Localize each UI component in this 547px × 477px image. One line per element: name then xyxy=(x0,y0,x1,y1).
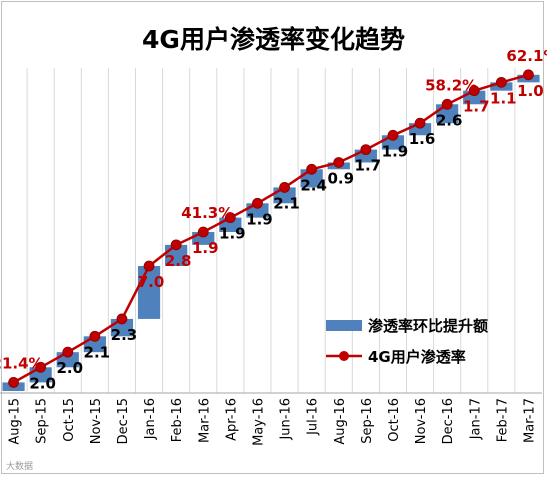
line-point xyxy=(8,377,19,388)
penetration-line xyxy=(12,73,529,384)
legend-line-label: 4G用户渗透率 xyxy=(368,348,466,366)
x-tick-label: Dec-16 xyxy=(441,398,456,444)
chart-title: 4G用户渗透率变化趋势 xyxy=(142,25,405,54)
bar-value-label: 2.4 xyxy=(300,176,327,194)
x-tick-label: Oct-16 xyxy=(387,398,402,442)
x-tick-label: Feb-17 xyxy=(495,398,510,442)
line-point xyxy=(306,163,318,175)
line-point xyxy=(224,212,236,224)
bar-value-label: 1.9 xyxy=(246,210,273,228)
line-point xyxy=(468,85,480,97)
line-annotation: 41.3% xyxy=(181,204,233,222)
x-tick-label: Oct-15 xyxy=(62,398,77,442)
line-point xyxy=(170,239,182,251)
line-point xyxy=(333,157,345,168)
x-tick-label: Apr-16 xyxy=(224,398,239,441)
x-tick-label: Mar-17 xyxy=(522,398,537,443)
bar-value-label: 0.9 xyxy=(327,169,354,187)
bar-value-label: 2.3 xyxy=(111,326,138,344)
line-point xyxy=(89,330,101,342)
bar-value-label: 1.9 xyxy=(192,239,219,257)
x-tick-label: Aug-15 xyxy=(8,398,23,445)
bar-value-label: 2.1 xyxy=(84,343,111,361)
bar-value-label: 2.6 xyxy=(436,111,463,129)
line-point xyxy=(414,117,426,129)
line-point xyxy=(387,129,399,141)
bar-value-label: 1.7 xyxy=(463,98,490,116)
x-tick-label: Nov-16 xyxy=(414,398,429,444)
legend-bar-label: 渗透率环比提升额 xyxy=(368,317,488,335)
bar-value-label: 2.0 xyxy=(56,359,83,377)
bar-value-label: 1.9 xyxy=(219,225,246,243)
line-point xyxy=(35,361,47,373)
line-point xyxy=(441,98,453,110)
line-point xyxy=(360,144,372,156)
line-annotation: 62.1% xyxy=(506,47,547,65)
x-tick-label: Jan-17 xyxy=(468,398,483,440)
x-tick-label: Sep-16 xyxy=(360,398,375,444)
bar-value-label: 1.9 xyxy=(382,142,409,160)
bar-value-label: 1.0 xyxy=(517,82,544,100)
watermark-text: 大数据 xyxy=(6,462,34,472)
x-tick-label: Jun-16 xyxy=(279,398,294,441)
line-annotation: 58.2% xyxy=(425,76,477,94)
bar-value-label: 1.7 xyxy=(355,157,382,175)
x-tick-label: Sep-15 xyxy=(35,398,50,444)
line-point xyxy=(252,197,263,209)
legend-bar-swatch xyxy=(326,320,362,331)
x-tick-label: Mar-16 xyxy=(197,398,212,443)
x-tick-label: Feb-16 xyxy=(170,398,185,442)
line-point xyxy=(116,313,128,325)
line-point xyxy=(495,76,507,88)
x-tick-label: Aug-16 xyxy=(333,398,348,445)
bar-value-label: 1.1 xyxy=(490,89,517,107)
bar-value-label: 7.0 xyxy=(138,273,165,291)
bar-value-label: 2.1 xyxy=(273,194,300,212)
x-tick-label: Dec-15 xyxy=(116,398,131,444)
legend-line-marker xyxy=(339,351,349,361)
line-point xyxy=(279,182,290,193)
bar-value-label: 2.0 xyxy=(29,374,56,392)
bar-value-label: 1.6 xyxy=(409,130,436,148)
bar-value-label: 2.8 xyxy=(165,252,192,270)
x-tick-label: Nov-15 xyxy=(89,398,104,444)
line-point xyxy=(143,260,155,272)
line-point xyxy=(197,226,209,238)
x-tick-label: May-16 xyxy=(251,398,266,446)
x-tick-label: Jul-16 xyxy=(306,398,321,436)
x-tick-label: Jan-16 xyxy=(143,398,158,440)
line-annotation: 21.4% xyxy=(0,354,44,372)
line-point xyxy=(62,346,74,358)
line-point xyxy=(523,69,534,81)
